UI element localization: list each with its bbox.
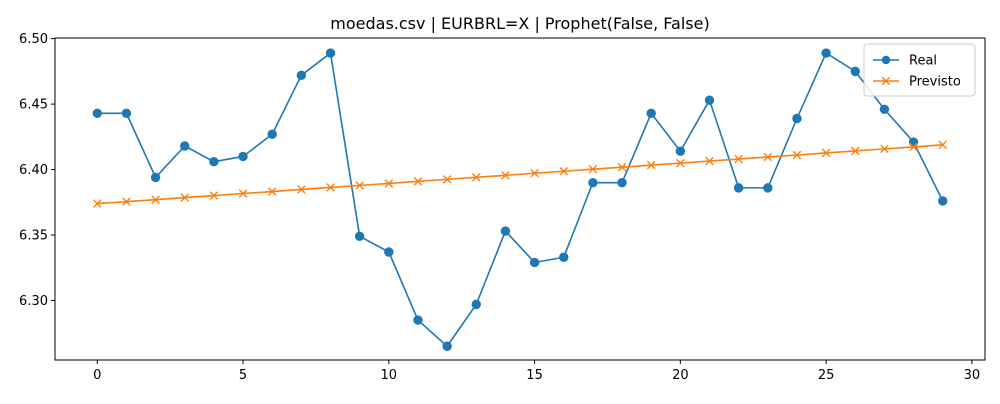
x-tick-label: 25 <box>818 368 835 383</box>
data-point-previsto <box>92 199 102 208</box>
data-point-previsto <box>209 191 219 200</box>
plot-area <box>54 37 986 361</box>
data-point-real <box>675 146 686 156</box>
data-point-real <box>267 129 277 139</box>
chart-title: moedas.csv | EURBRL=X | Prophet(False, F… <box>330 14 709 33</box>
legend-marker-previsto <box>881 76 891 86</box>
y-axis: 6.30 6.35 6.40 6.45 6.50 <box>19 32 55 309</box>
x-tick-label: 15 <box>526 368 543 383</box>
data-point-real <box>850 66 860 77</box>
data-point-real <box>733 183 744 193</box>
x-tick-label: 20 <box>672 368 689 383</box>
data-point-previsto <box>355 181 364 190</box>
data-point-previsto <box>676 158 685 168</box>
data-point-real <box>617 177 627 188</box>
data-point-real <box>908 137 919 147</box>
data-point-previsto <box>384 179 394 188</box>
x-tick-label: 0 <box>93 368 101 383</box>
data-point-real <box>92 108 102 118</box>
data-point-previsto <box>646 160 656 170</box>
plot-frame <box>54 37 986 361</box>
data-point-previsto <box>850 146 860 156</box>
data-point-real <box>559 252 569 262</box>
data-point-previsto <box>938 140 948 150</box>
data-point-real <box>500 226 511 236</box>
data-point-previsto <box>267 187 277 196</box>
data-point-real <box>879 104 890 115</box>
data-point-previsto <box>705 156 714 166</box>
data-point-previsto <box>880 144 889 154</box>
legend-marker-real <box>881 55 891 65</box>
data-point-previsto <box>821 148 831 158</box>
data-point-previsto <box>530 168 539 178</box>
data-point-previsto <box>617 162 627 172</box>
data-point-real <box>471 299 481 310</box>
data-point-real <box>150 172 161 183</box>
legend-label-previsto: Previsto <box>909 75 961 90</box>
data-point-previsto <box>297 185 306 194</box>
data-point-real <box>354 231 365 242</box>
data-point-real <box>588 177 598 188</box>
legend-box <box>863 43 976 97</box>
data-point-previsto <box>442 175 452 184</box>
y-tick-label: 6.35 <box>19 228 48 243</box>
legend: Real Previsto <box>863 43 976 97</box>
data-point-real <box>325 48 336 58</box>
data-point-real <box>121 108 132 118</box>
x-tick-label: 30 <box>964 368 981 383</box>
y-tick-label: 6.40 <box>19 163 48 178</box>
data-point-real <box>529 257 540 268</box>
data-point-real <box>209 156 219 167</box>
x-tick-label: 5 <box>239 368 247 383</box>
data-point-previsto <box>588 164 598 174</box>
data-point-previsto <box>909 142 918 152</box>
data-point-previsto <box>326 183 335 192</box>
data-point-previsto <box>413 177 423 186</box>
x-tick-label: 10 <box>381 368 398 383</box>
series-line-real <box>97 52 944 348</box>
data-point-previsto <box>763 152 773 162</box>
data-point-previsto <box>180 193 190 202</box>
data-point-real <box>646 108 656 118</box>
y-tick-label: 6.50 <box>19 32 48 47</box>
y-tick-label: 6.30 <box>19 294 48 309</box>
data-point-real <box>384 247 394 257</box>
data-point-real <box>238 151 248 162</box>
data-point-real <box>296 70 307 81</box>
data-point-previsto <box>471 172 481 182</box>
y-tick-label: 6.45 <box>19 98 48 113</box>
data-point-previsto <box>238 189 248 198</box>
legend-label-real: Real <box>909 54 937 69</box>
data-point-previsto <box>734 154 743 164</box>
series-line-previsto <box>97 144 943 205</box>
data-point-real <box>938 196 948 206</box>
data-point-real <box>442 341 452 351</box>
data-point-real <box>763 183 773 193</box>
data-point-previsto <box>122 197 131 206</box>
data-point-previsto <box>792 150 802 160</box>
data-point-real <box>413 315 423 325</box>
data-point-previsto <box>501 171 510 180</box>
x-axis: 0 5 10 15 20 25 30 <box>93 360 980 383</box>
data-point-real <box>792 113 802 124</box>
data-point-previsto <box>559 166 569 176</box>
data-point-real <box>821 48 831 58</box>
data-point-real <box>180 141 190 151</box>
data-point-real <box>704 95 715 105</box>
data-point-previsto <box>151 195 160 204</box>
